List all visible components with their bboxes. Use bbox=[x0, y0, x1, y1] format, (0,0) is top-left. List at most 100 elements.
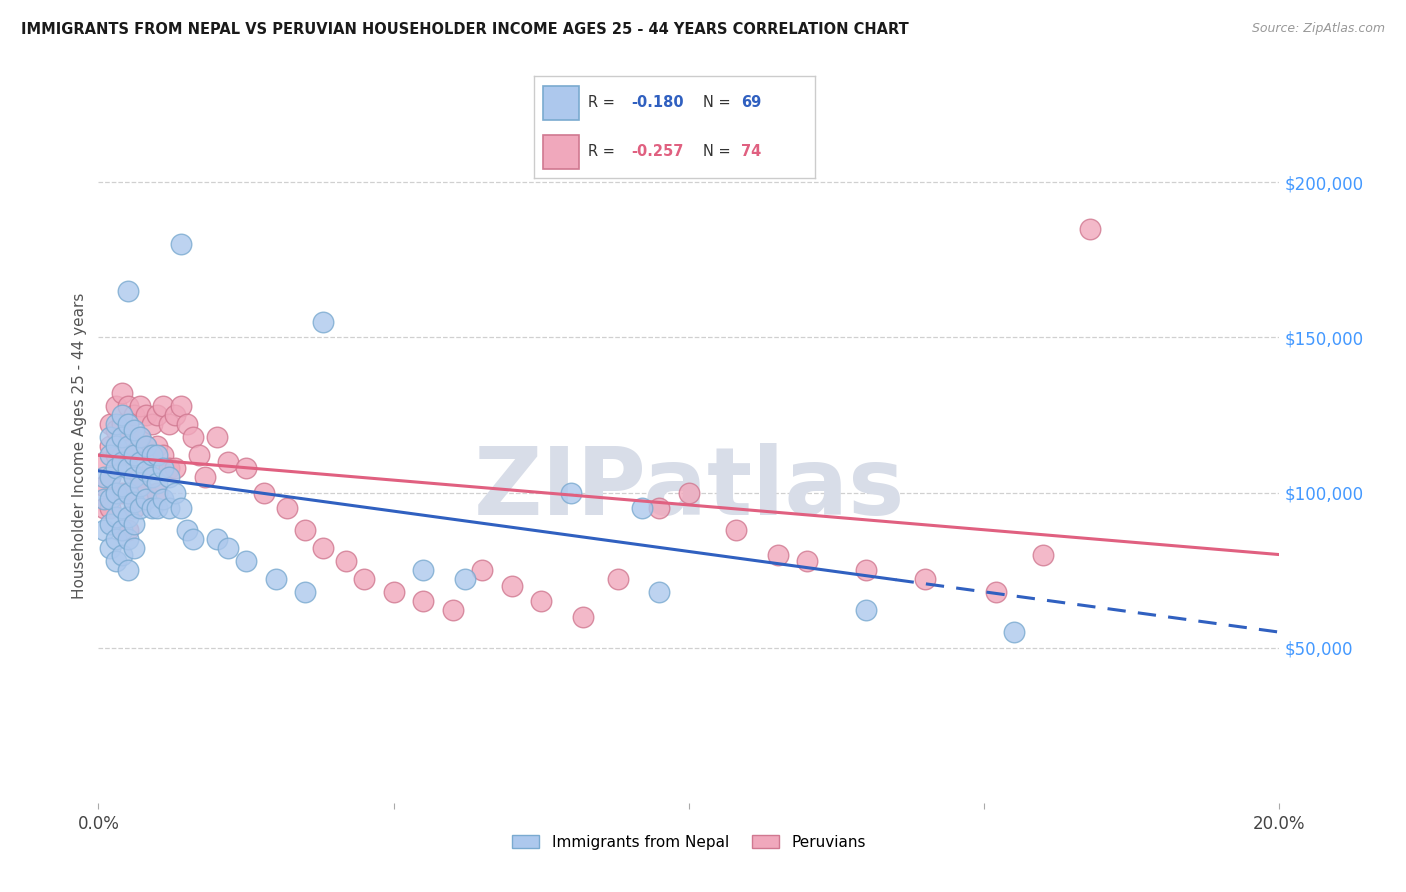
Point bbox=[412, 594, 434, 608]
Point bbox=[105, 424, 128, 438]
Point bbox=[501, 579, 523, 593]
Point bbox=[128, 430, 150, 444]
Point bbox=[128, 430, 150, 444]
Point bbox=[111, 417, 134, 432]
Point bbox=[117, 523, 139, 537]
Point bbox=[98, 470, 121, 484]
Point bbox=[122, 408, 145, 422]
Point bbox=[98, 541, 121, 556]
Point bbox=[181, 532, 204, 546]
Point bbox=[146, 439, 169, 453]
Point bbox=[135, 485, 157, 500]
Point bbox=[105, 417, 128, 432]
Point bbox=[152, 491, 174, 506]
Point bbox=[117, 510, 139, 524]
Point bbox=[135, 439, 157, 453]
Legend: Immigrants from Nepal, Peruvians: Immigrants from Nepal, Peruvians bbox=[506, 829, 872, 855]
Point bbox=[111, 548, 134, 562]
FancyBboxPatch shape bbox=[543, 136, 579, 169]
Point bbox=[122, 448, 145, 462]
Point bbox=[170, 399, 193, 413]
Point bbox=[194, 470, 217, 484]
Point bbox=[152, 460, 174, 475]
Point bbox=[98, 501, 121, 516]
Point bbox=[111, 485, 134, 500]
Point bbox=[93, 470, 115, 484]
Point bbox=[117, 485, 139, 500]
Point bbox=[560, 485, 582, 500]
Point bbox=[157, 470, 180, 484]
Text: -0.180: -0.180 bbox=[631, 95, 683, 110]
Point bbox=[217, 454, 239, 468]
Point bbox=[111, 386, 134, 401]
Point bbox=[157, 417, 180, 432]
Point bbox=[146, 501, 169, 516]
Point bbox=[105, 485, 128, 500]
Point bbox=[165, 408, 187, 422]
Text: N =: N = bbox=[703, 145, 735, 160]
Point bbox=[181, 430, 204, 444]
Point bbox=[117, 439, 139, 453]
Point bbox=[122, 541, 145, 556]
Point bbox=[648, 501, 671, 516]
Point bbox=[276, 501, 298, 516]
Point bbox=[141, 417, 163, 432]
Point bbox=[111, 501, 134, 516]
Point bbox=[122, 495, 145, 509]
Point bbox=[253, 485, 276, 500]
Point bbox=[165, 460, 187, 475]
Point bbox=[294, 584, 316, 599]
Point bbox=[152, 448, 174, 462]
Point bbox=[165, 485, 187, 500]
Point bbox=[117, 448, 139, 462]
Text: R =: R = bbox=[588, 95, 619, 110]
Point bbox=[141, 460, 163, 475]
Point bbox=[111, 408, 134, 422]
Point bbox=[412, 563, 434, 577]
Point bbox=[117, 284, 139, 298]
Point bbox=[141, 448, 163, 462]
Point bbox=[984, 584, 1007, 599]
Point bbox=[170, 501, 193, 516]
Point bbox=[98, 516, 121, 531]
Point bbox=[117, 485, 139, 500]
Point bbox=[105, 399, 128, 413]
Point bbox=[796, 554, 818, 568]
Point bbox=[93, 479, 115, 493]
Point bbox=[111, 523, 134, 537]
Point bbox=[122, 501, 145, 516]
Point bbox=[471, 563, 494, 577]
Point bbox=[93, 523, 115, 537]
Point bbox=[914, 573, 936, 587]
Point bbox=[98, 430, 121, 444]
FancyBboxPatch shape bbox=[543, 87, 579, 120]
Point bbox=[105, 510, 128, 524]
Point bbox=[135, 464, 157, 478]
Text: 69: 69 bbox=[741, 95, 761, 110]
Point bbox=[93, 491, 115, 506]
Point bbox=[98, 439, 121, 453]
Point bbox=[453, 573, 475, 587]
Point bbox=[146, 408, 169, 422]
Point bbox=[117, 424, 139, 438]
Point bbox=[135, 439, 157, 453]
Point bbox=[235, 460, 257, 475]
Point bbox=[630, 501, 652, 516]
Point bbox=[141, 501, 163, 516]
Point bbox=[111, 479, 134, 493]
Point bbox=[135, 491, 157, 506]
Text: IMMIGRANTS FROM NEPAL VS PERUVIAN HOUSEHOLDER INCOME AGES 25 - 44 YEARS CORRELAT: IMMIGRANTS FROM NEPAL VS PERUVIAN HOUSEH… bbox=[21, 22, 908, 37]
Point bbox=[105, 485, 128, 500]
Point bbox=[105, 448, 128, 462]
Point bbox=[117, 563, 139, 577]
Point bbox=[128, 399, 150, 413]
Point bbox=[176, 417, 198, 432]
Point bbox=[105, 460, 128, 475]
Point bbox=[128, 470, 150, 484]
Point bbox=[117, 460, 139, 475]
Point bbox=[353, 573, 375, 587]
Point bbox=[93, 454, 115, 468]
Point bbox=[441, 603, 464, 617]
Point bbox=[111, 523, 134, 537]
Point bbox=[205, 532, 228, 546]
